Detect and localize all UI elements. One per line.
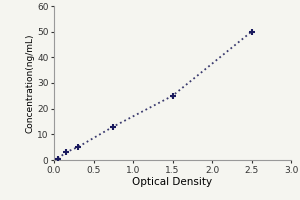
Y-axis label: Concentration(ng/mL): Concentration(ng/mL) [25, 33, 34, 133]
X-axis label: Optical Density: Optical Density [132, 177, 213, 187]
